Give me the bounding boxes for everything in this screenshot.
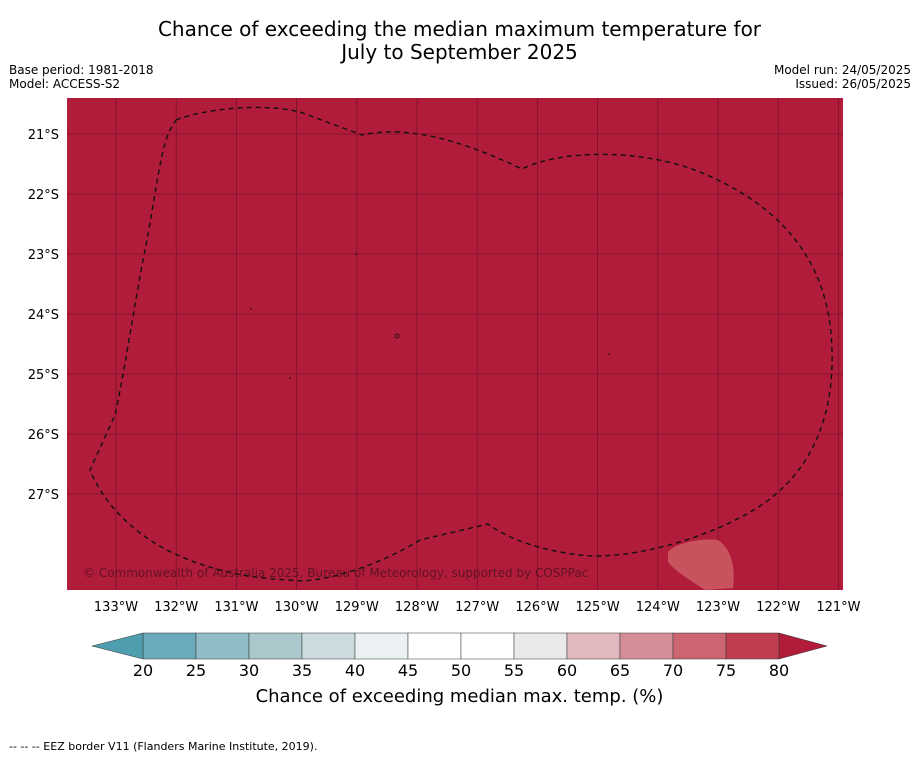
colorbar-tick-label: 25 [186,661,206,680]
lon-tick-label: 127°W [455,600,499,615]
lat-tick-label: 26°S [28,428,59,443]
colorbar-tick-label: 65 [610,661,630,680]
colorbar-tick-label: 60 [557,661,577,680]
lon-tick-label: 128°W [395,600,439,615]
island-marker [608,353,610,355]
meta-left: Base period: 1981-2018 Model: ACCESS-S2 [9,63,154,91]
issued-date: Issued: 26/05/2025 [795,77,911,91]
colorbar-segment [407,632,462,660]
lon-tick-label: 121°W [816,600,860,615]
title-line-2: July to September 2025 [341,40,578,64]
lat-tick-label: 27°S [28,488,59,503]
model-run: Model run: 24/05/2025 [773,63,911,77]
colorbar-tick-label: 30 [239,661,259,680]
lat-tick-label: 25°S [28,368,59,383]
colorbar-tick-label: 55 [504,661,524,680]
longitude-labels: 133°W 132°W 131°W 130°W 129°W 128°W 127°W 126°W… [94,600,861,615]
model-name: Model: ACCESS-S2 [9,77,121,91]
map-grid [67,98,843,590]
colorbar-tick-label: 40 [345,661,365,680]
colorbar-segment [460,632,515,660]
lat-tick-label: 23°S [28,248,59,263]
lon-tick-label: 129°W [335,600,379,615]
colorbar-segment [248,632,303,660]
colorbar-tick-label: 35 [292,661,312,680]
map-area[interactable] [67,98,843,590]
map-copyright: © Commonwealth of Australia 2025, Bureau… [83,566,588,580]
meta-right: Model run: 24/05/2025 Issued: 26/05/2025 [774,63,911,91]
chart-title: Chance of exceeding the median maximum t… [0,18,919,64]
low-probability-patch [668,539,734,590]
lon-tick-label: 125°W [576,600,620,615]
colorbar-segment [354,632,409,660]
title-line-1: Chance of exceeding the median maximum t… [157,17,762,41]
colorbar-segment [725,632,780,660]
lat-tick-label: 24°S [28,308,59,323]
lat-tick-label: 21°S [28,128,59,143]
colorbar-tick-label: 20 [133,661,153,680]
colorbar-under-arrow [91,632,144,660]
eez-border [89,106,833,582]
colorbar-segment [142,632,197,660]
base-period: Base period: 1981-2018 [9,63,154,77]
island-marker [289,377,291,379]
latitude-labels: 21°S 22°S 23°S 24°S 25°S 26°S 27°S [28,128,59,503]
colorbar-segment [513,632,568,660]
colorbar-label: Chance of exceeding median max. temp. (%… [255,686,664,707]
lon-tick-label: 122°W [756,600,800,615]
colorbar-tick-label: 50 [451,661,471,680]
lon-tick-label: 132°W [154,600,198,615]
colorbar-segment [195,632,250,660]
colorbar-tick-label: 80 [769,661,789,680]
island-marker [394,333,400,339]
lon-tick-label: 123°W [696,600,740,615]
lat-tick-label: 22°S [28,188,59,203]
lon-tick-label: 133°W [94,600,138,615]
island-marker [355,253,357,255]
colorbar-over-arrow [778,632,828,660]
colorbar-segment [619,632,674,660]
lon-tick-label: 124°W [636,600,680,615]
lon-tick-label: 126°W [515,600,559,615]
lon-tick-label: 131°W [214,600,258,615]
lon-tick-label: 130°W [275,600,319,615]
island-marker [250,308,252,310]
eez-legend-note: -- -- -- EEZ border V11 (Flanders Marine… [9,740,318,753]
colorbar: 20 25 30 35 40 45 50 55 60 65 70 75 80 [91,632,828,680]
colorbar-segment [672,632,727,660]
colorbar-segment [301,632,356,660]
colorbar-tick-label: 75 [716,661,736,680]
colorbar-tick-label: 70 [663,661,683,680]
colorbar-tick-label: 45 [398,661,418,680]
colorbar-segment [566,632,621,660]
